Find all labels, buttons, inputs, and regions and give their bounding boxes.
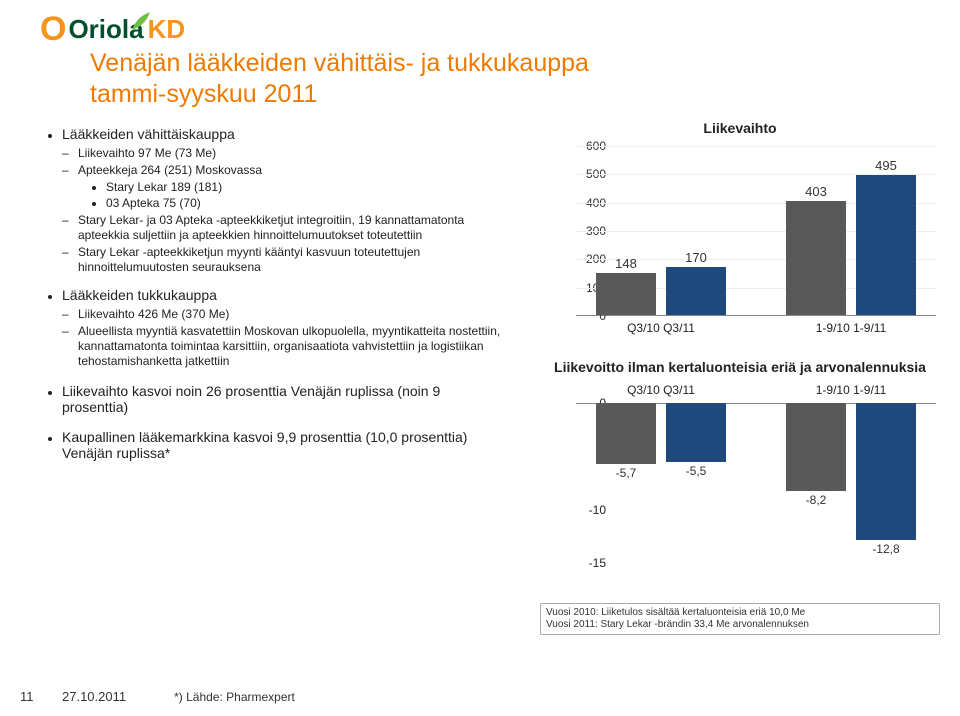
s1-li2a: Stary Lekar 189 (181): [106, 180, 510, 195]
chart2-bar: [666, 403, 726, 462]
chart2-title: Liikevoitto ilman kertaluonteisia eriä j…: [540, 360, 940, 375]
chart2-bar: [786, 403, 846, 490]
footnote-line2: Vuosi 2011: Stary Lekar -brändin 33,4 Me…: [546, 619, 934, 631]
chart1-bar: [596, 273, 656, 315]
logo-o-glyph: O: [40, 14, 66, 45]
s1-li3: Stary Lekar- ja 03 Apteka -apteekkiketju…: [62, 213, 510, 243]
brand-suffix: KD: [148, 14, 186, 45]
chart2-bar: [596, 403, 656, 464]
chart-footnote-box: Vuosi 2010: Liiketulos sisältää kertaluo…: [540, 603, 940, 635]
chart1-bar: [786, 201, 846, 315]
section-3-head: Liikevaihto kasvoi noin 26 prosenttia Ve…: [62, 383, 510, 415]
chart1-bar-label: 148: [596, 256, 656, 271]
brand-logo: O Oriola KD: [40, 14, 185, 45]
footnote-line1: Vuosi 2010: Liiketulos sisältää kertaluo…: [546, 607, 934, 619]
charts-panel: Liikevaihto 0100200300400500600148170403…: [540, 120, 940, 635]
s1-li2b: 03 Apteka 75 (70): [106, 196, 510, 211]
footer-date: 27.10.2011: [62, 689, 126, 704]
chart2-bar-label: -5,7: [596, 466, 656, 480]
s2-li1: Liikevaihto 426 Me (370 Me): [62, 307, 510, 322]
chart1-bar-label: 495: [856, 158, 916, 173]
chart1-bar: [856, 175, 916, 315]
chart2-bar-label: -12,8: [856, 542, 916, 556]
chart1-xlabel: Q3/10 Q3/11: [596, 321, 726, 335]
chart2: 0-5-10-15-5,7-5,5-8,2-12,8Q3/10 Q3/111-9…: [540, 381, 940, 601]
chart2-ytick: -15: [576, 556, 606, 570]
section-4-head: Kaupallinen lääkemarkkina kasvoi 9,9 pro…: [62, 429, 510, 461]
title-line-2: tammi-syyskuu 2011: [90, 79, 589, 110]
chart1-title: Liikevaihto: [540, 120, 940, 136]
page-number: 11: [20, 689, 44, 704]
chart2-bar-label: -8,2: [786, 493, 846, 507]
chart1-bar-label: 403: [786, 184, 846, 199]
chart1-bar-label: 170: [666, 250, 726, 265]
chart2-bar-label: -5,5: [666, 464, 726, 478]
s2-li2: Alueellista myyntiä kasvatettiin Moskova…: [62, 324, 510, 369]
chart2-xlabel: Q3/10 Q3/11: [596, 383, 726, 397]
page-title: Venäjän lääkkeiden vähittäis- ja tukkuka…: [90, 48, 589, 111]
chart1: 0100200300400500600148170403495Q3/10 Q3/…: [540, 142, 940, 342]
s1-li2: Apteekkeja 264 (251) Moskovassa Stary Le…: [62, 163, 510, 211]
leaf-icon: [130, 10, 152, 32]
chart1-xlabel: 1-9/10 1-9/11: [786, 321, 916, 335]
chart2-ytick: -10: [576, 503, 606, 517]
section-2-head: Lääkkeiden tukkukauppa: [62, 287, 510, 303]
chart2-xlabel: 1-9/10 1-9/11: [786, 383, 916, 397]
s1-li4: Stary Lekar -apteekkiketjun myynti käänt…: [62, 245, 510, 275]
page-footer: 11 27.10.2011 *) Lähde: Pharmexpert: [20, 689, 295, 704]
chart1-bar: [666, 267, 726, 315]
bullet-content: Lääkkeiden vähittäiskauppa Liikevaihto 9…: [40, 126, 510, 467]
footer-source: *) Lähde: Pharmexpert: [174, 690, 295, 704]
section-1-head: Lääkkeiden vähittäiskauppa: [62, 126, 510, 142]
chart2-bar: [856, 403, 916, 540]
title-line-1: Venäjän lääkkeiden vähittäis- ja tukkuka…: [90, 48, 589, 79]
s1-li1: Liikevaihto 97 Me (73 Me): [62, 146, 510, 161]
